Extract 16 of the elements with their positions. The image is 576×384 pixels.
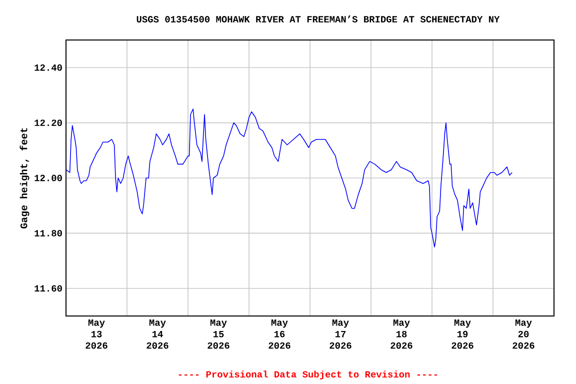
y-tick-label: 11.80 xyxy=(34,230,62,236)
x-tick-label: May 16 2026 xyxy=(268,320,290,349)
x-tick-label: May 18 2026 xyxy=(390,320,412,349)
text: ---- Provisional Data Subject to Revision ---- xyxy=(178,370,438,380)
y-axis-title: Gage height, feet xyxy=(20,128,30,228)
y-tick-label: 11.60 xyxy=(34,285,62,292)
y-tick-label: 12.40 xyxy=(34,64,62,71)
x-tick-label: May 20 2026 xyxy=(512,320,534,349)
x-tick-label: May 17 2026 xyxy=(330,320,352,349)
y-tick-label: 12.00 xyxy=(34,174,62,182)
chart-title: USGS 01354500 MOHAWK RIVER AT FREEMAN’S BRIDGE AT SCHENECTADY NY xyxy=(136,16,500,22)
x-tick-label: May 14 2026 xyxy=(146,320,168,349)
x-tick-label: May 15 2026 xyxy=(208,320,230,349)
y-tick-label: 12.20 xyxy=(34,120,62,126)
x-tick-label: May 19 2026 xyxy=(452,320,474,349)
x-tick-label: May 13 2026 xyxy=(86,320,108,349)
